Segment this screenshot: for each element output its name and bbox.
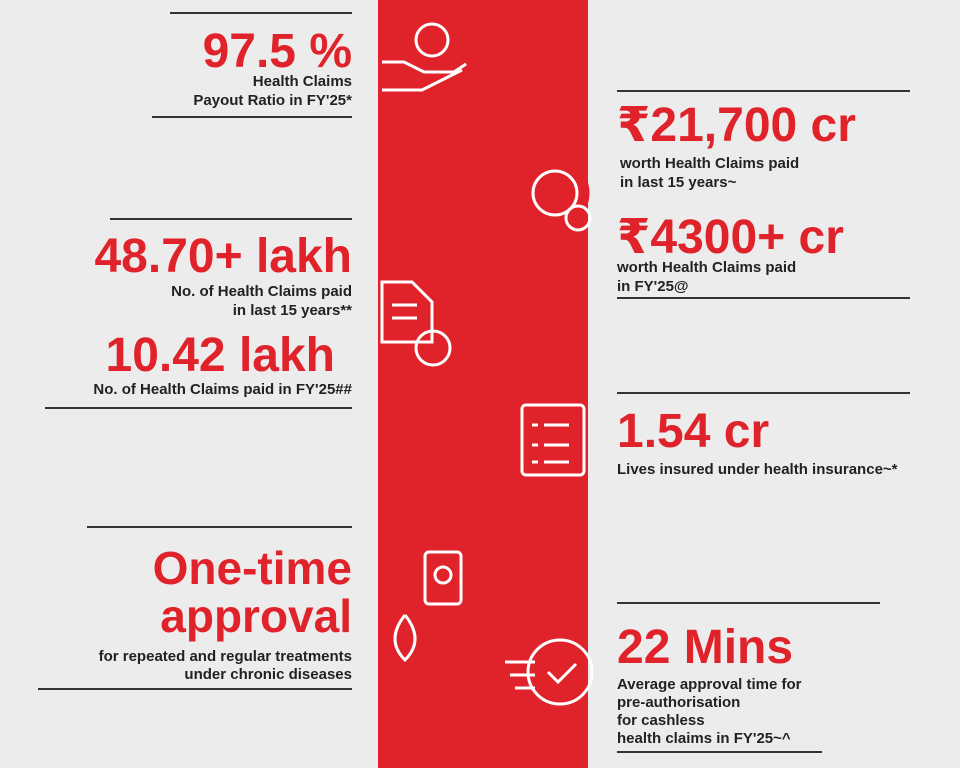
rule [617, 602, 880, 604]
stat-caption: No. of Health Claims paid [171, 283, 352, 300]
stat-caption: Average approval time for [617, 676, 802, 693]
rule [617, 90, 910, 92]
stat-caption: in last 15 years~ [620, 174, 737, 191]
stat-caption: for repeated and regular treatments [98, 648, 352, 665]
stat-value: 22 Mins [617, 621, 794, 674]
stat-caption: worth Health Claims paid [620, 155, 800, 172]
stat-caption: health claims in FY'25~^ [617, 730, 791, 747]
stat-value: 1.54 cr [617, 405, 770, 458]
stat-caption: under chronic diseases [184, 666, 352, 683]
stat-caption: in FY'25@ [617, 278, 689, 295]
stat-caption: worth Health Claims paid [617, 259, 797, 276]
rule [45, 407, 352, 409]
stat-caption: Health Claims [252, 73, 352, 90]
stat-caption: No. of Health Claims paid in FY'25## [93, 381, 352, 398]
stat-value: ₹4300+ cr [617, 211, 844, 264]
rule [617, 392, 910, 394]
stat-value: 10.42 lakh [105, 329, 336, 382]
rule [38, 688, 352, 690]
stat-value: One-time [152, 542, 352, 594]
stat-caption: Payout Ratio in FY'25* [193, 92, 352, 109]
stat-caption: pre-authorisation [617, 694, 741, 711]
stat-caption: for cashless [617, 712, 705, 729]
rule [617, 751, 822, 753]
rule [110, 218, 352, 220]
stat-value: 97.5 % [202, 25, 352, 78]
stat-value: ₹21,700 cr [617, 99, 856, 152]
rule [170, 12, 352, 14]
stat-value: approval [160, 590, 352, 642]
stat-caption: Lives insured under health insurance~* [617, 461, 898, 478]
stat-caption: in last 15 years** [232, 302, 352, 319]
rule [87, 526, 352, 528]
rule [152, 116, 352, 118]
rule [617, 297, 910, 299]
stat-value: 48.70+ lakh [94, 230, 352, 283]
